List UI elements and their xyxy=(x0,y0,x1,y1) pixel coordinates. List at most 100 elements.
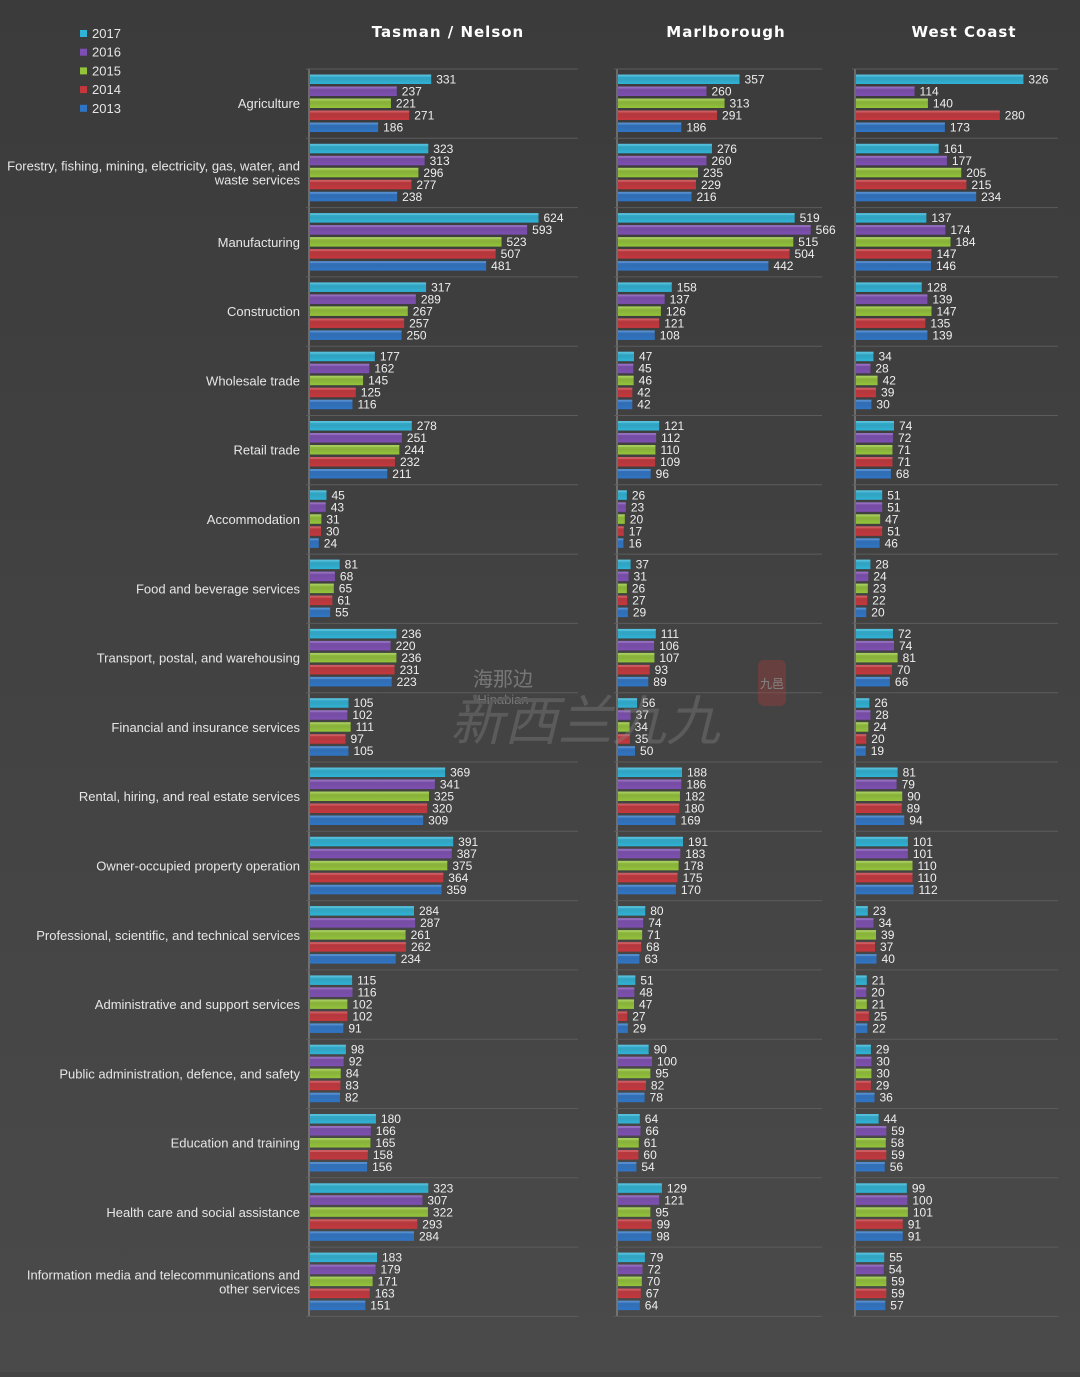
bar-2014 xyxy=(310,249,496,259)
bar-highlight xyxy=(618,975,636,978)
bar-highlight xyxy=(856,803,902,806)
value-label: 147 xyxy=(936,304,956,318)
value-label: 369 xyxy=(450,766,470,780)
watermark-text-en: Hinabian xyxy=(477,692,528,707)
bar-2017 xyxy=(310,836,454,847)
bar-highlight xyxy=(310,318,405,321)
bar-2015 xyxy=(310,1138,371,1148)
bar-2013 xyxy=(856,746,866,756)
value-label: 45 xyxy=(331,488,345,502)
bar-highlight xyxy=(856,698,870,701)
bar-2013 xyxy=(856,1162,885,1172)
bar-highlight xyxy=(310,306,408,309)
value-label: 23 xyxy=(631,500,645,514)
bar-highlight xyxy=(856,294,928,297)
bar-highlight xyxy=(618,213,795,216)
value-label: 158 xyxy=(677,280,697,294)
bar-highlight xyxy=(310,351,375,354)
bar-highlight xyxy=(618,559,631,562)
bar-highlight xyxy=(310,1114,376,1116)
legend-label: 2013 xyxy=(92,101,121,116)
bar-2015 xyxy=(618,167,698,178)
bar-2017 xyxy=(310,282,427,292)
value-label: 216 xyxy=(697,190,717,204)
bar-2013 xyxy=(618,330,655,340)
bar-2016 xyxy=(310,779,435,789)
bar-highlight xyxy=(310,836,454,839)
bar-highlight xyxy=(310,1252,378,1255)
category-label: Retail trade xyxy=(234,443,300,458)
watermark-seal xyxy=(758,660,786,706)
category-label: Administrative and support services xyxy=(95,997,301,1012)
bar-2016 xyxy=(310,848,452,859)
bar-highlight xyxy=(856,746,866,749)
bar-highlight xyxy=(310,954,396,957)
bar-2015 xyxy=(618,375,634,386)
value-label: 68 xyxy=(646,940,660,954)
bar-highlight xyxy=(618,375,634,378)
value-label: 21 xyxy=(872,997,886,1011)
value-label: 223 xyxy=(397,675,417,689)
bar-2017 xyxy=(856,74,1024,84)
bar-2016 xyxy=(618,1126,641,1136)
bar-highlight xyxy=(856,213,927,216)
bar-highlight xyxy=(310,1288,370,1291)
value-label: 94 xyxy=(909,814,923,828)
value-label: 39 xyxy=(881,386,895,400)
value-label: 163 xyxy=(375,1287,395,1301)
value-label: 244 xyxy=(404,443,424,457)
bar-2014 xyxy=(856,595,868,606)
value-label: 57 xyxy=(890,1299,904,1313)
value-label: 96 xyxy=(656,467,670,481)
bar-2015 xyxy=(856,999,867,1009)
value-label: 205 xyxy=(966,166,986,180)
bar-highlight xyxy=(310,710,348,713)
bar-2017 xyxy=(618,282,672,292)
bar-2013 xyxy=(618,607,628,618)
value-label: 25 xyxy=(874,1009,888,1023)
bar-highlight xyxy=(618,906,646,909)
bar-highlight xyxy=(618,803,680,806)
value-label: 34 xyxy=(878,350,892,364)
bar-highlight xyxy=(310,155,425,158)
bar-highlight xyxy=(856,261,931,264)
bar-2016 xyxy=(618,710,631,720)
value-label: 234 xyxy=(981,190,1001,204)
bar-2015 xyxy=(618,445,656,455)
bar-2015 xyxy=(310,514,322,524)
value-label: 313 xyxy=(730,97,750,111)
bar-highlight xyxy=(310,559,340,562)
bar-2014 xyxy=(856,179,967,190)
bar-2017 xyxy=(618,1114,640,1124)
bar-highlight xyxy=(618,640,655,643)
bar-highlight xyxy=(856,1011,869,1014)
bar-2017 xyxy=(310,1044,346,1055)
value-label: 110 xyxy=(917,859,936,873)
value-label: 180 xyxy=(684,802,704,816)
bar-highlight xyxy=(618,179,696,182)
value-label: 99 xyxy=(912,1181,926,1195)
bar-highlight xyxy=(856,1068,872,1071)
bar-highlight xyxy=(618,282,672,285)
bar-2016 xyxy=(856,1195,908,1205)
bar-2014 xyxy=(310,734,346,744)
bar-2017 xyxy=(310,1114,376,1124)
bar-2017 xyxy=(618,351,634,362)
value-label: 186 xyxy=(686,778,706,792)
bar-highlight xyxy=(618,538,624,541)
value-label: 260 xyxy=(712,154,732,168)
value-label: 173 xyxy=(950,121,970,135)
category-label: Information media and telecommunications… xyxy=(27,1267,300,1282)
bar-highlight xyxy=(618,445,656,447)
value-label: 64 xyxy=(645,1112,659,1126)
value-label: 91 xyxy=(348,1021,362,1035)
bar-highlight xyxy=(856,433,893,435)
bar-2015 xyxy=(618,237,794,247)
value-label: 151 xyxy=(370,1299,390,1313)
value-label: 22 xyxy=(872,1021,886,1035)
value-label: 37 xyxy=(880,940,894,954)
legend-label: 2015 xyxy=(92,63,121,78)
bar-2014 xyxy=(856,1288,887,1299)
panel-title: West Coast xyxy=(911,23,1016,41)
value-label: 504 xyxy=(795,247,815,261)
